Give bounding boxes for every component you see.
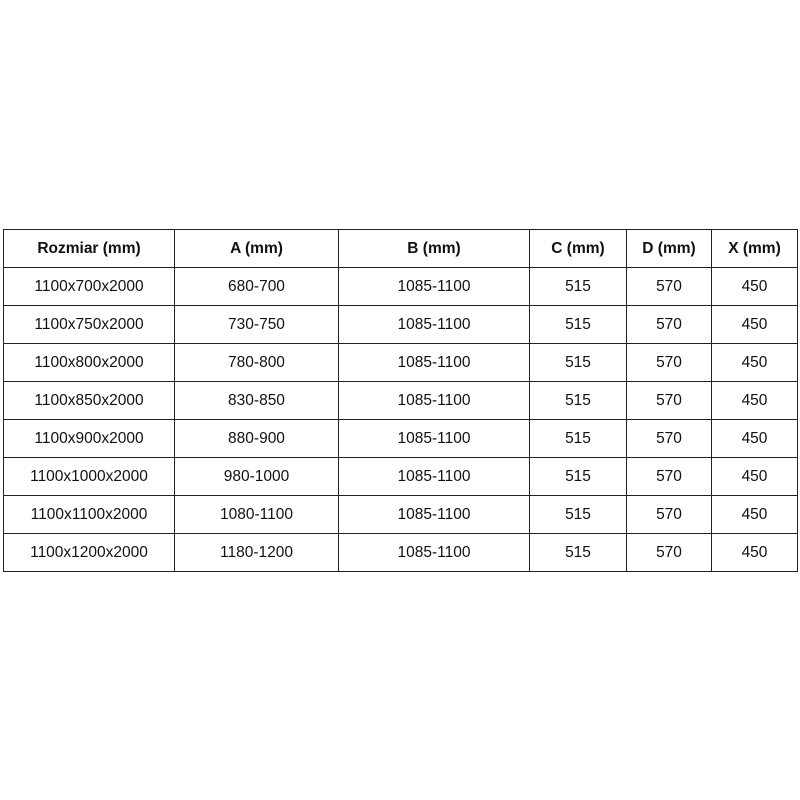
cell-c: 515 — [529, 305, 627, 344]
column-header-a: A (mm) — [174, 229, 339, 268]
column-header-x: X (mm) — [711, 229, 798, 268]
column-header-size: Rozmiar (mm) — [3, 229, 175, 268]
cell-a: 980-1000 — [174, 457, 339, 496]
table-row: 1100x850x2000 830-850 1085-1100 515 570 450 — [3, 381, 798, 420]
cell-x: 450 — [711, 419, 798, 458]
table-row: 1100x1100x2000 1080-1100 1085-1100 515 570 45… — [3, 495, 798, 534]
cell-d: 570 — [626, 381, 712, 420]
cell-c: 515 — [529, 419, 627, 458]
cell-d: 570 — [626, 343, 712, 382]
cell-c: 515 — [529, 343, 627, 382]
cell-size: 1100x1100x2000 — [3, 495, 175, 534]
cell-c: 515 — [529, 381, 627, 420]
cell-a: 780-800 — [174, 343, 339, 382]
cell-size: 1100x750x2000 — [3, 305, 175, 344]
cell-c: 515 — [529, 495, 627, 534]
cell-d: 570 — [626, 305, 712, 344]
cell-a: 1080-1100 — [174, 495, 339, 534]
cell-b: 1085-1100 — [338, 381, 530, 420]
cell-a: 830-850 — [174, 381, 339, 420]
cell-x: 450 — [711, 457, 798, 496]
table-row: 1100x700x2000 680-700 1085-1100 515 570 450 — [3, 267, 798, 306]
cell-d: 570 — [626, 533, 712, 572]
cell-size: 1100x1000x2000 — [3, 457, 175, 496]
cell-c: 515 — [529, 457, 627, 496]
cell-d: 570 — [626, 457, 712, 496]
cell-b: 1085-1100 — [338, 457, 530, 496]
table-row: 1100x1000x2000 980-1000 1085-1100 515 570 450 — [3, 457, 798, 496]
cell-a: 1180-1200 — [174, 533, 339, 572]
cell-b: 1085-1100 — [338, 343, 530, 382]
cell-size: 1100x800x2000 — [3, 343, 175, 382]
cell-x: 450 — [711, 495, 798, 534]
cell-d: 570 — [626, 495, 712, 534]
cell-x: 450 — [711, 343, 798, 382]
cell-d: 570 — [626, 267, 712, 306]
cell-x: 450 — [711, 533, 798, 572]
cell-x: 450 — [711, 381, 798, 420]
cell-b: 1085-1100 — [338, 419, 530, 458]
cell-x: 450 — [711, 305, 798, 344]
table-row: 1100x900x2000 880-900 1085-1100 515 570 450 — [3, 419, 798, 458]
cell-c: 515 — [529, 267, 627, 306]
cell-a: 680-700 — [174, 267, 339, 306]
cell-b: 1085-1100 — [338, 533, 530, 572]
cell-size: 1100x850x2000 — [3, 381, 175, 420]
cell-size: 1100x900x2000 — [3, 419, 175, 458]
table-row: 1100x750x2000 730-750 1085-1100 515 570 450 — [3, 305, 798, 344]
dimensions-table: Rozmiar (mm) A (mm) B (mm) C (mm) D (mm) X (m… — [3, 229, 798, 572]
table-row: 1100x800x2000 780-800 1085-1100 515 570 450 — [3, 343, 798, 382]
cell-d: 570 — [626, 419, 712, 458]
cell-x: 450 — [711, 267, 798, 306]
cell-a: 730-750 — [174, 305, 339, 344]
cell-size: 1100x700x2000 — [3, 267, 175, 306]
header-row: Rozmiar (mm) A (mm) B (mm) C (mm) D (mm) X (m… — [3, 229, 798, 268]
cell-b: 1085-1100 — [338, 305, 530, 344]
column-header-c: C (mm) — [529, 229, 627, 268]
cell-size: 1100x1200x2000 — [3, 533, 175, 572]
column-header-b: B (mm) — [338, 229, 530, 268]
cell-a: 880-900 — [174, 419, 339, 458]
cell-b: 1085-1100 — [338, 267, 530, 306]
cell-b: 1085-1100 — [338, 495, 530, 534]
table-row: 1100x1200x2000 1180-1200 1085-1100 515 570 45… — [3, 533, 798, 572]
column-header-d: D (mm) — [626, 229, 712, 268]
cell-c: 515 — [529, 533, 627, 572]
